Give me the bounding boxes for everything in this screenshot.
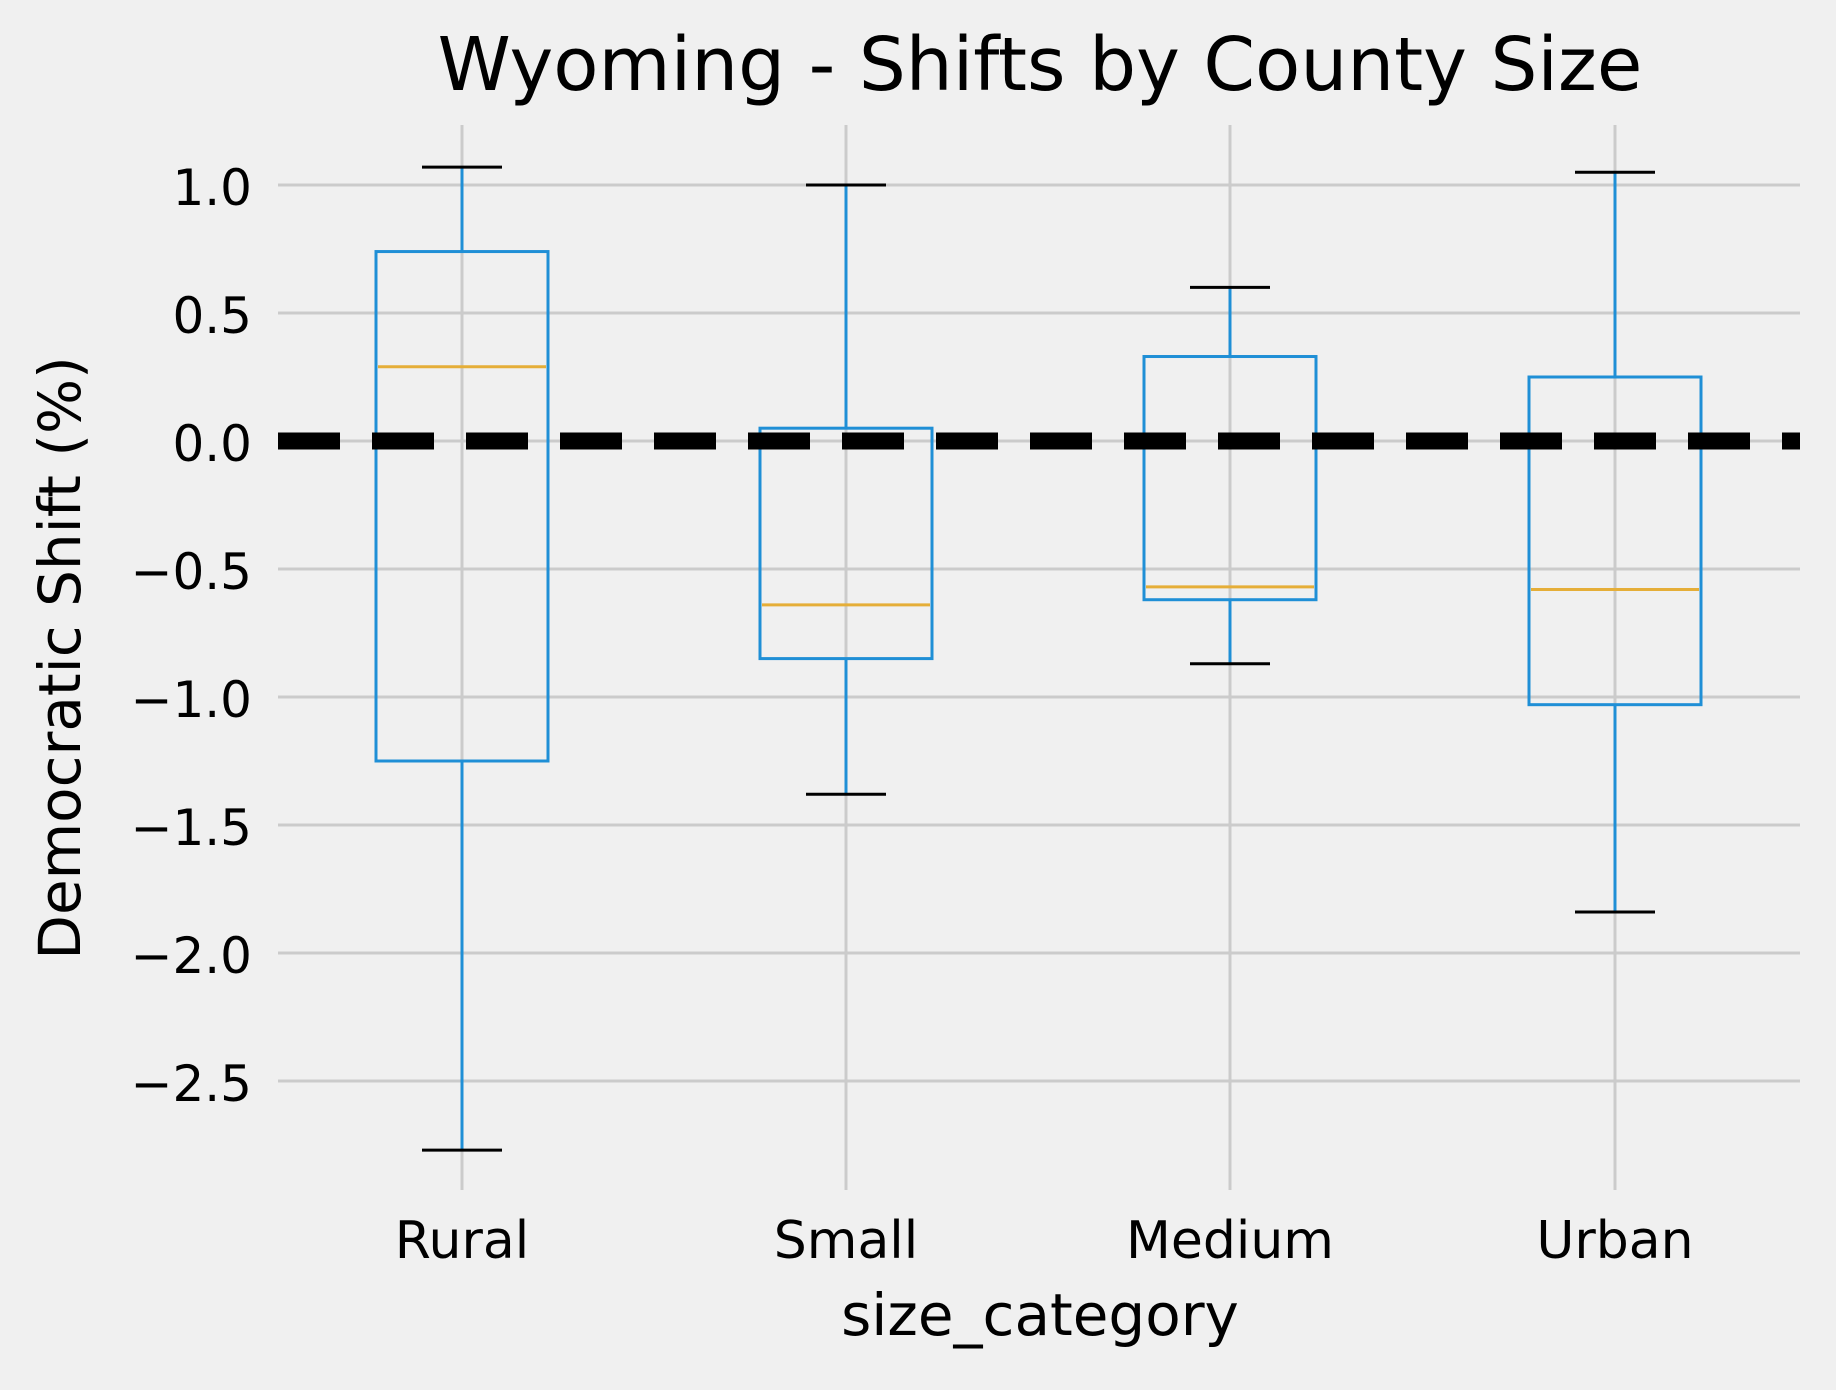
box-medium	[1142, 285, 1318, 666]
grid-layer	[278, 125, 1800, 1190]
chart-title: Wyoming - Shifts by County Size	[438, 22, 1643, 108]
y-tick-label: −0.5	[131, 543, 252, 601]
iqr-box	[1527, 375, 1703, 707]
y-tick-label: −1.5	[131, 799, 252, 857]
iqr-box	[374, 250, 550, 763]
box-urban	[1527, 170, 1703, 914]
tick-labels-layer: 1.0 0.5 0.0 −0.5 −1.0 −1.5 −2.0 −2.5 Rural Small M…	[131, 159, 1694, 1271]
y-tick-label: −2.0	[131, 927, 252, 985]
x-tick-label-rural: Rural	[395, 1211, 529, 1271]
box-rural	[374, 165, 550, 1152]
box-small	[758, 183, 934, 796]
x-tick-label-medium: Medium	[1126, 1211, 1334, 1271]
boxes-layer	[374, 165, 1703, 1152]
y-tick-label: 1.0	[172, 159, 252, 217]
y-tick-label: −1.0	[131, 671, 252, 729]
y-tick-label: 0.0	[172, 415, 252, 473]
iqr-box	[758, 426, 934, 661]
iqr-box	[1142, 355, 1318, 602]
x-axis-label: size_category	[841, 1281, 1239, 1349]
y-axis-label: Democratic Shift (%)	[26, 356, 94, 959]
y-tick-label: −2.5	[131, 1055, 252, 1113]
y-tick-label: 0.5	[172, 287, 252, 345]
x-tick-label-urban: Urban	[1536, 1211, 1693, 1271]
x-tick-label-small: Small	[774, 1211, 918, 1271]
